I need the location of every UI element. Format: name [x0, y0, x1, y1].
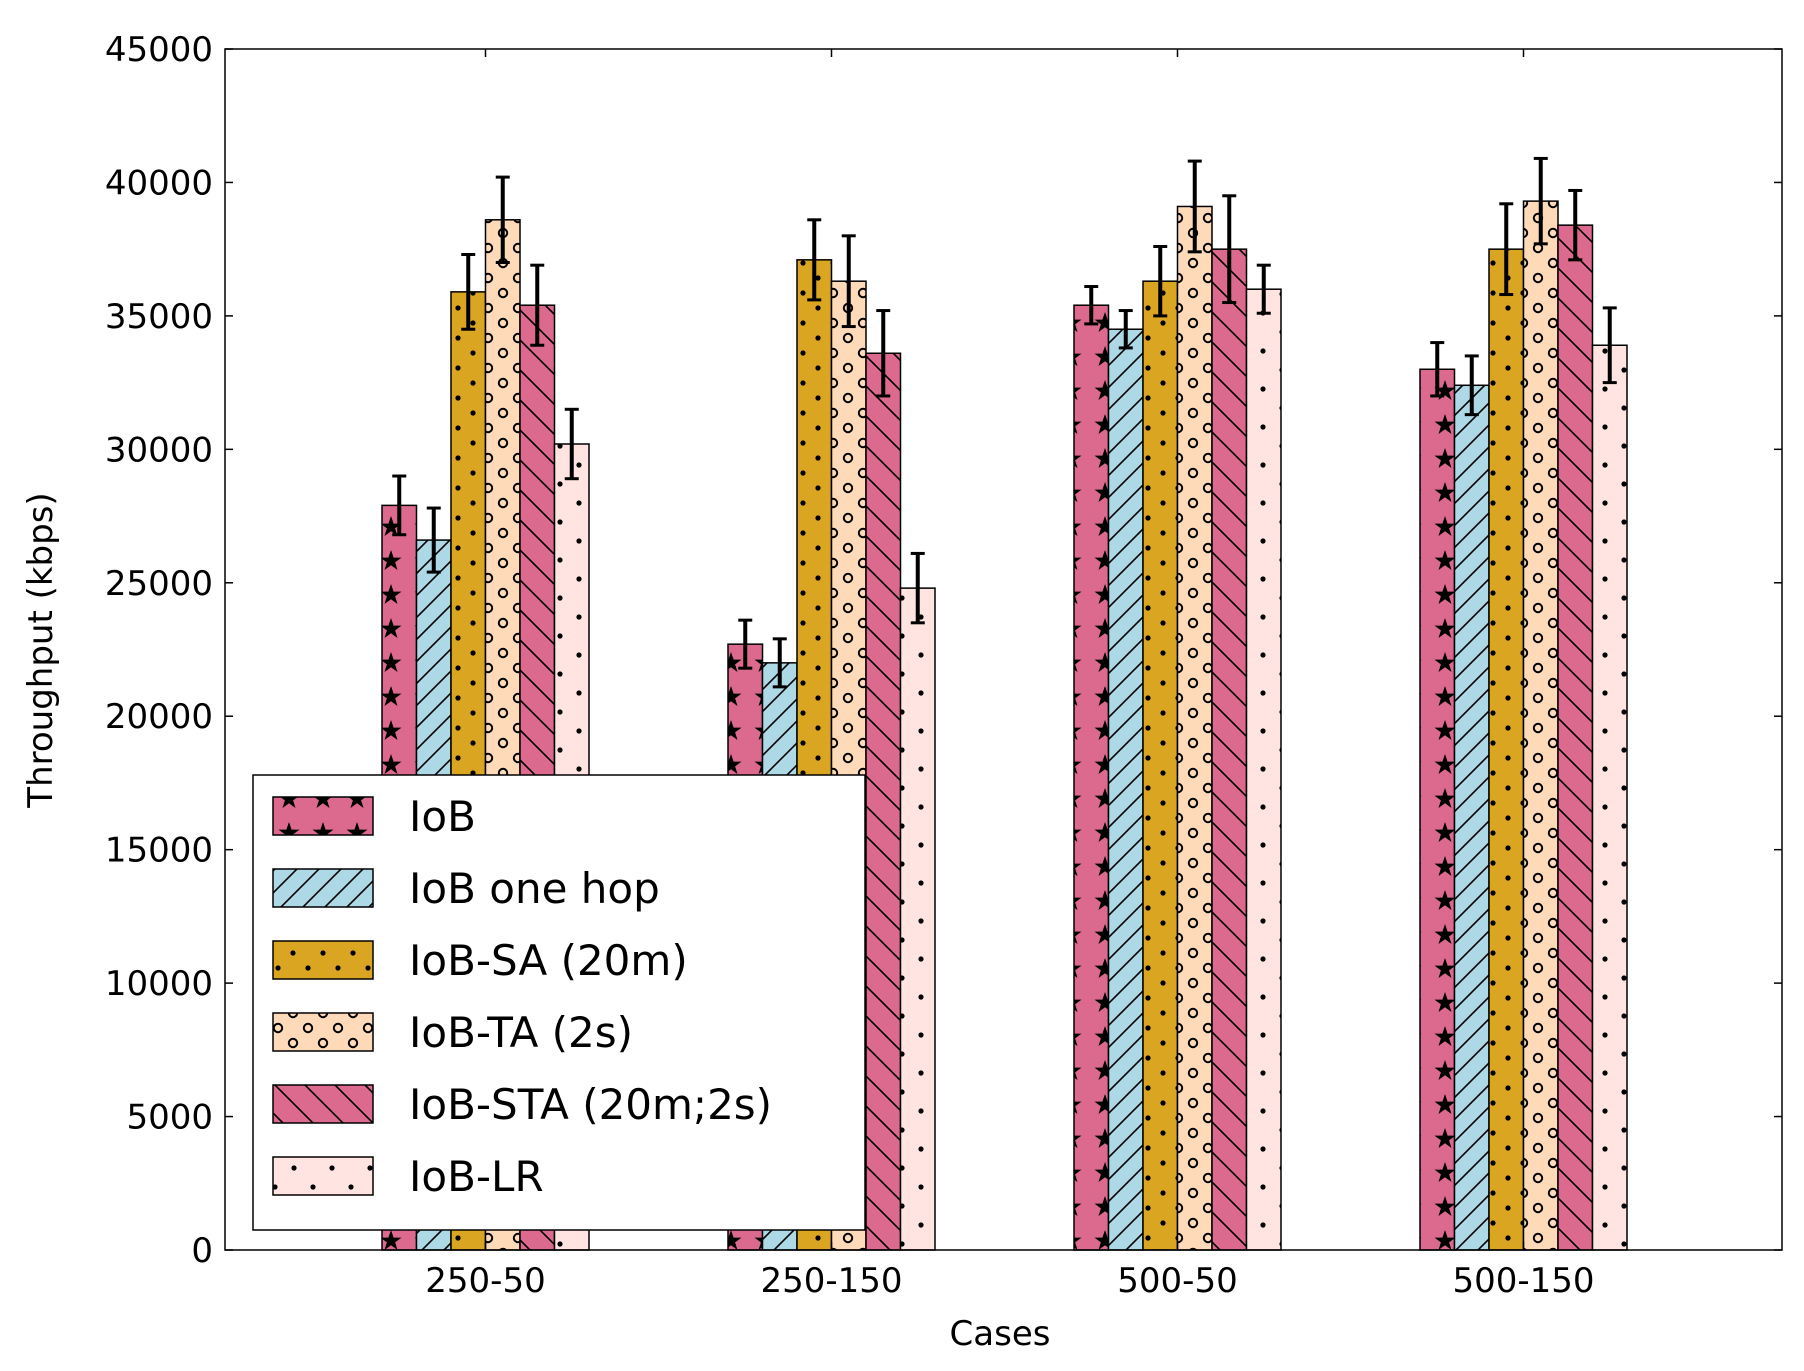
- bar-hatch: [1488, 248, 1525, 1251]
- y-tick-label: 40000: [105, 163, 213, 203]
- x-tick-label: 500-150: [1452, 1261, 1594, 1301]
- legend-swatch-hatch: [272, 796, 374, 836]
- legend-label: IoB-TA (2s): [409, 1008, 633, 1057]
- legend-label: IoB-STA (20m;2s): [409, 1080, 772, 1129]
- legend-label: IoB-LR: [409, 1152, 544, 1201]
- bar-hatch: [1522, 200, 1559, 1251]
- legend-label: IoB one hop: [409, 864, 660, 913]
- y-axis: 0 5000 10000 15000 20000 25000 30000 35000 40000…: [105, 30, 1782, 1271]
- y-tick-label: 0: [191, 1231, 213, 1271]
- x-tick-label: 250-50: [425, 1261, 545, 1301]
- y-tick-label: 20000: [105, 697, 213, 737]
- legend-label: IoB: [409, 792, 476, 841]
- error-bars-layer: [392, 156, 1617, 689]
- bar-hatch: [1557, 224, 1594, 1251]
- x-tick-label: 500-50: [1117, 1261, 1237, 1301]
- y-tick-label: 5000: [126, 1098, 213, 1138]
- legend-swatch-hatch: [272, 1156, 374, 1196]
- bar-hatch: [1591, 344, 1628, 1251]
- legend-swatch-hatch: [272, 1084, 374, 1124]
- x-tick-label: 250-150: [760, 1261, 902, 1301]
- y-tick-label: 10000: [105, 964, 213, 1004]
- legend-swatch-hatch: [272, 868, 374, 908]
- bar-hatch: [1245, 288, 1282, 1251]
- bar-hatch: [865, 352, 902, 1251]
- legend-swatch-hatch: [272, 1012, 374, 1052]
- bar-hatch: [1453, 384, 1490, 1251]
- legend: IoB IoB one hop IoB-SA (20m) IoB-TA (2s) IoB…: [252, 774, 866, 1231]
- bar-hatch: [1176, 205, 1213, 1251]
- bar-hatch: [899, 587, 936, 1251]
- x-axis: 250-50 250-150 500-50 500-150: [425, 49, 1595, 1301]
- y-tick-label: 15000: [105, 831, 213, 871]
- y-tick-label: 35000: [105, 297, 213, 337]
- y-tick-label: 45000: [105, 30, 213, 70]
- bar-hatch: [1073, 304, 1110, 1251]
- bars-layer: [381, 200, 1628, 1251]
- plot-frame: [224, 48, 1783, 1251]
- y-tick-label: 25000: [105, 564, 213, 604]
- y-axis-label: Throughput (kbps): [21, 492, 61, 808]
- legend-swatch-hatch: [272, 940, 374, 980]
- bar-hatch: [1142, 280, 1179, 1251]
- x-axis-label: Cases: [950, 1314, 1051, 1354]
- bar-hatch: [1107, 328, 1144, 1251]
- bar-hatch: [1419, 368, 1456, 1251]
- y-tick-label: 30000: [105, 430, 213, 470]
- legend-label: IoB-SA (20m): [409, 936, 688, 985]
- bar-hatch: [1211, 248, 1248, 1251]
- legend-box: [252, 774, 866, 1231]
